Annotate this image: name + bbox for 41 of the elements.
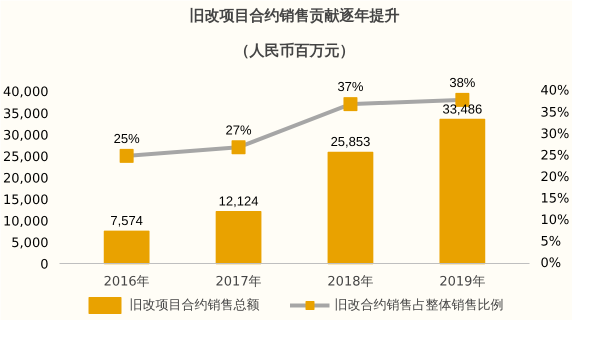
x-tick-label: 2019年 bbox=[439, 274, 486, 290]
data-label: 38% bbox=[449, 74, 476, 90]
y-tick-label: 15,000 bbox=[3, 193, 49, 208]
bar bbox=[439, 118, 486, 264]
chart-subtitle: （人民币百万元） bbox=[234, 42, 354, 60]
y2-tick-label: 40% bbox=[540, 84, 570, 99]
bar bbox=[328, 152, 374, 264]
y2-tick-label: 30% bbox=[540, 126, 570, 142]
point bbox=[232, 140, 246, 154]
y2-tick-label: 20% bbox=[540, 170, 570, 185]
y-tick-label: 20,000 bbox=[3, 171, 49, 186]
x-tick-label: 2016年 bbox=[104, 274, 150, 290]
chart-title: 旧改项目合约销售贡献逐年提升 bbox=[190, 8, 400, 24]
y-tick-label: 10,000 bbox=[3, 214, 49, 230]
bar bbox=[104, 230, 150, 264]
y2-tick-label: 35% bbox=[540, 105, 570, 120]
y-tick-label: 0 bbox=[40, 258, 49, 273]
data-label: 33,486 bbox=[442, 101, 482, 116]
y-tick-label: 25,000 bbox=[3, 150, 49, 165]
data-label: 12,124 bbox=[218, 193, 258, 208]
y2-tick-label: 10% bbox=[540, 213, 570, 228]
y-tick-label: 30,000 bbox=[3, 128, 49, 144]
point bbox=[120, 148, 134, 163]
y2-tick-label: 0% bbox=[540, 256, 562, 272]
data-label: 37% bbox=[337, 79, 364, 94]
y-tick-label: 40,000 bbox=[3, 85, 49, 100]
data-label: 25% bbox=[114, 130, 140, 146]
x-tick-label: 2018年 bbox=[327, 274, 374, 290]
x-tick-label: 2017年 bbox=[216, 274, 262, 290]
data-label: 27% bbox=[226, 122, 252, 138]
y2-tick-label: 5% bbox=[540, 234, 562, 250]
point bbox=[343, 97, 358, 112]
legend-label: 旧改项目合约销售总额 bbox=[130, 296, 260, 314]
legend-label: 旧改合约销售占整体销售比例 bbox=[334, 296, 504, 314]
data-label: 25,853 bbox=[330, 134, 370, 150]
data-label: 7,574 bbox=[110, 213, 143, 228]
y-tick-label: 5,000 bbox=[11, 236, 48, 252]
y-tick-label: 35,000 bbox=[3, 106, 49, 122]
bar bbox=[216, 210, 262, 264]
y2-tick-label: 25% bbox=[540, 148, 570, 164]
y2-tick-label: 15% bbox=[540, 192, 570, 207]
